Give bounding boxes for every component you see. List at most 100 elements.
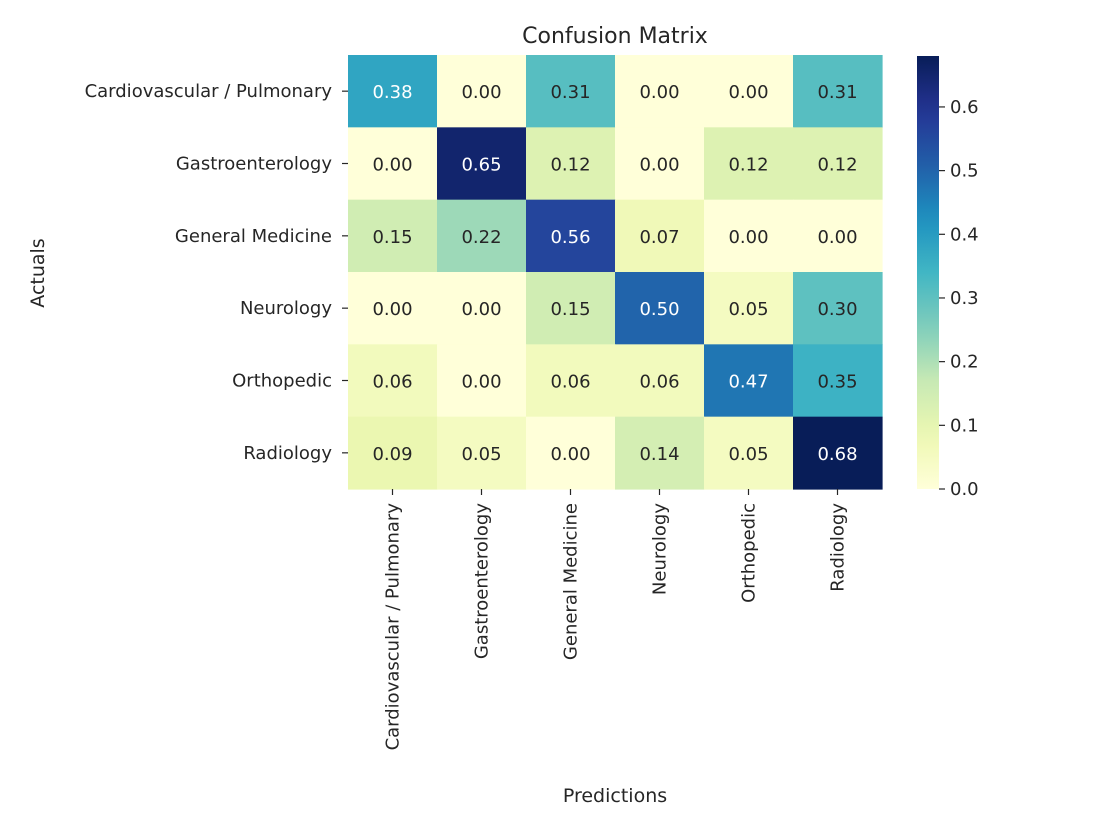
cell-value-label: 0.14: [639, 444, 679, 465]
y-axis-title: Actuals: [27, 238, 49, 307]
cell-value-label: 0.31: [550, 82, 590, 103]
cell-value-label: 0.12: [550, 155, 590, 176]
heatmap-cell: [615, 199, 705, 273]
cell-value-label: 0.38: [372, 82, 412, 103]
cell-value-label: 0.09: [372, 444, 412, 465]
cell-value-label: 0.68: [817, 444, 857, 465]
cell-value-label: 0.15: [550, 299, 590, 320]
x-tick-label-cardiovascular-pulmonary: Cardiovascular / Pulmonary: [383, 503, 404, 751]
heatmap-cell: [704, 344, 794, 418]
cell-value-label: 0.00: [372, 155, 412, 176]
cell-value-label: 0.00: [639, 82, 679, 103]
chart-title: Confusion Matrix: [522, 24, 708, 49]
heatmap-cell: [793, 344, 883, 418]
cell-value-label: 0.22: [461, 227, 501, 248]
heatmap-cell: [526, 344, 616, 418]
x-axis-title: Predictions: [563, 785, 667, 807]
cell-value-label: 0.15: [372, 227, 412, 248]
cell-value-label: 0.00: [728, 227, 768, 248]
heatmap-cell: [437, 416, 527, 490]
heatmap-cell: [615, 272, 705, 345]
heatmap-cell: [348, 416, 438, 490]
heatmap-cell: [615, 344, 705, 418]
cell-value-label: 0.00: [639, 155, 679, 176]
y-tick-label-radiology: Radiology: [243, 443, 332, 464]
cell-value-label: 0.50: [639, 299, 679, 320]
heatmap-cell: [526, 55, 616, 128]
cell-value-label: 0.12: [817, 155, 857, 176]
heatmap-cells: 0.38 0.00 0.31 0.00 0.00 0.31 0.00 0.65 0.12 0.00…: [348, 55, 883, 490]
heatmap-cell: [793, 55, 883, 128]
heatmap-cell: [348, 199, 438, 273]
colorbar-tick-label: 0.4: [950, 224, 979, 245]
heatmap-cell: [793, 199, 883, 273]
cell-value-label: 0.56: [550, 227, 590, 248]
cell-value-label: 0.31: [817, 82, 857, 103]
cell-value-label: 0.47: [728, 372, 768, 393]
cell-value-label: 0.00: [461, 299, 501, 320]
colorbar: [917, 56, 939, 489]
colorbar-ticks: 0.0 0.1 0.2 0.3 0.4 0.5 0.6: [939, 97, 979, 500]
cell-value-label: 0.00: [728, 82, 768, 103]
colorbar-tick-label: 0.1: [950, 415, 979, 436]
heatmap-cell: [704, 416, 794, 490]
heatmap-cell: [704, 55, 794, 128]
x-tick-label-neurology: Neurology: [650, 503, 671, 595]
colorbar-tick-label: 0.5: [950, 161, 979, 182]
heatmap-cell: [437, 127, 527, 201]
cell-value-label: 0.00: [372, 299, 412, 320]
heatmap-cell: [526, 199, 616, 273]
x-tick-label-general-medicine: General Medicine: [561, 503, 582, 660]
heatmap-cell: [793, 272, 883, 345]
x-tick-label-gastroenterology: Gastroenterology: [472, 503, 493, 660]
heatmap-cell: [437, 272, 527, 345]
x-axis-ticks: Cardiovascular / Pulmonary Gastroenterolo…: [383, 489, 849, 750]
x-tick-label-radiology: Radiology: [828, 503, 849, 592]
heatmap-cell: [615, 416, 705, 490]
cell-value-label: 0.06: [372, 372, 412, 393]
heatmap-cell: [704, 127, 794, 201]
y-tick-label-gastroenterology: Gastroenterology: [176, 154, 333, 175]
heatmap-cell: [348, 127, 438, 201]
cell-value-label: 0.07: [639, 227, 679, 248]
y-tick-label-cardiovascular-pulmonary: Cardiovascular / Pulmonary: [85, 81, 333, 102]
heatmap-cell: [348, 55, 438, 128]
cell-value-label: 0.35: [817, 372, 857, 393]
cell-value-label: 0.05: [728, 299, 768, 320]
heatmap-cell: [793, 416, 883, 490]
colorbar-tick-label: 0.0: [950, 479, 979, 500]
cell-value-label: 0.00: [461, 82, 501, 103]
heatmap-cell: [793, 127, 883, 201]
heatmap-cell: [348, 272, 438, 345]
y-tick-label-general-medicine: General Medicine: [175, 226, 332, 247]
heatmap-cell: [526, 416, 616, 490]
heatmap-cell: [704, 272, 794, 345]
cell-value-label: 0.05: [728, 444, 768, 465]
y-axis-ticks: Cardiovascular / Pulmonary Gastroenterolo…: [85, 81, 348, 464]
colorbar-tick-label: 0.2: [950, 352, 979, 373]
heatmap-cell: [437, 55, 527, 128]
colorbar-tick-label: 0.3: [950, 288, 979, 309]
heatmap-cell: [615, 127, 705, 201]
cell-value-label: 0.06: [639, 372, 679, 393]
cell-value-label: 0.00: [461, 372, 501, 393]
heatmap-cell: [526, 272, 616, 345]
cell-value-label: 0.00: [817, 227, 857, 248]
x-tick-label-orthopedic: Orthopedic: [739, 503, 760, 603]
cell-value-label: 0.05: [461, 444, 501, 465]
cell-value-label: 0.65: [461, 155, 501, 176]
heatmap-cell: [437, 344, 527, 418]
cell-value-label: 0.06: [550, 372, 590, 393]
colorbar-tick-label: 0.6: [950, 97, 979, 118]
heatmap-cell: [526, 127, 616, 201]
cell-value-label: 0.00: [550, 444, 590, 465]
y-tick-label-neurology: Neurology: [240, 298, 332, 319]
heatmap-cell: [348, 344, 438, 418]
heatmap-cell: [615, 55, 705, 128]
cell-value-label: 0.30: [817, 299, 857, 320]
heatmap-cell: [704, 199, 794, 273]
y-tick-label-orthopedic: Orthopedic: [232, 371, 332, 392]
cell-value-label: 0.12: [728, 155, 768, 176]
heatmap-cell: [437, 199, 527, 273]
